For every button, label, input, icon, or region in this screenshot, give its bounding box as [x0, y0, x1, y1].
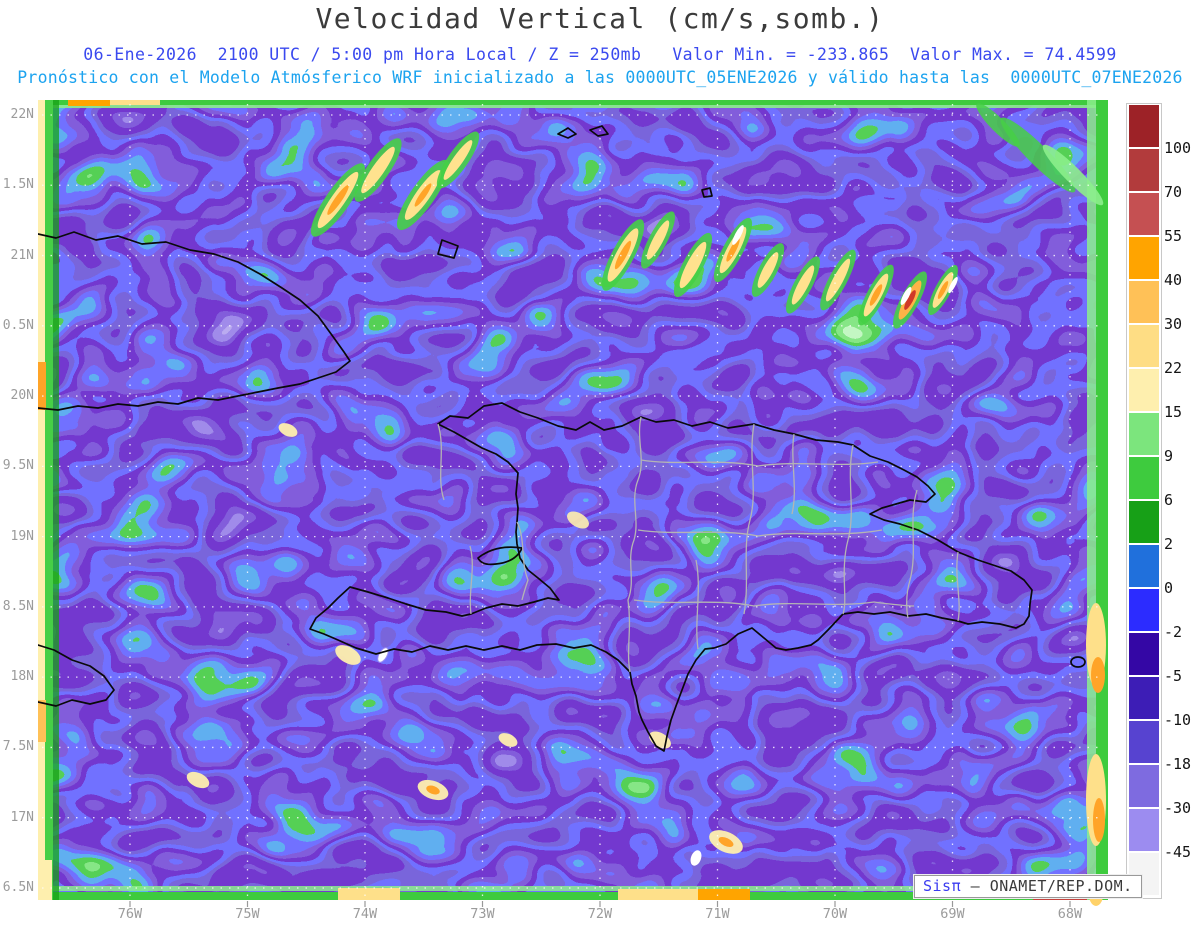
- lat-label: 1.5N: [2, 177, 34, 193]
- colorbar-segment: [1129, 413, 1159, 455]
- colorbar-segment: [1129, 501, 1159, 543]
- colorbar-label: 9: [1164, 447, 1174, 465]
- coastline-jamaica: [37, 644, 115, 707]
- coastline-mona-island: [1070, 656, 1086, 668]
- lat-label: 9.5N: [2, 458, 34, 474]
- lon-label: 69W: [940, 906, 965, 922]
- colorbar-segment: [1129, 193, 1159, 235]
- colorbar-segment: [1129, 457, 1159, 499]
- colorbar-segment: [1129, 809, 1159, 851]
- subtitle-valid-time: 06-Ene-2026 2100 UTC / 5:00 pm Hora Loca…: [83, 45, 1117, 64]
- axis-ticks: [129, 901, 1071, 907]
- colorbar-segment: [1129, 149, 1159, 191]
- lat-label: 7.5N: [2, 739, 34, 755]
- colorbar-segment: [1129, 281, 1159, 323]
- colorbar: [1126, 103, 1162, 899]
- colorbar-label: 22: [1164, 359, 1183, 377]
- field-noise: [38, 100, 1108, 900]
- coastline-inagua-island: [437, 239, 459, 259]
- lat-label: 19N: [10, 528, 34, 544]
- colorbar-segment: [1129, 545, 1159, 587]
- colorbar-segment: [1129, 589, 1159, 631]
- province-borders: [437, 416, 960, 673]
- map-plot-area: [37, 100, 1108, 912]
- colorbar-label: -18: [1164, 755, 1192, 773]
- colorbar-segment: [1129, 721, 1159, 763]
- colorbar-segment: [1129, 765, 1159, 807]
- page-title: Velocidad Vertical (cm/s,somb.): [315, 2, 885, 35]
- updraft-streaks: [186, 103, 1106, 906]
- lat-label: 22N: [10, 107, 34, 122]
- coastline-cuba: [37, 231, 351, 411]
- colorbar-segment: [1129, 105, 1159, 147]
- colorbar-label: -5: [1164, 667, 1183, 685]
- colorbar-label: 30: [1164, 315, 1183, 333]
- colorbar-label: 70: [1164, 183, 1183, 201]
- colorbar-label: -45: [1164, 843, 1192, 861]
- colorbar-segment: [1129, 237, 1159, 279]
- lon-label: 70W: [822, 906, 848, 922]
- lat-label: 17N: [10, 809, 34, 825]
- lon-label: 76W: [117, 906, 143, 922]
- attribution-text: – ONAMET/REP.DOM.: [970, 877, 1133, 895]
- coastline-turks-island: [701, 187, 713, 198]
- subtitle-model-info: Pronóstico con el Modelo Atmósferico WRF…: [17, 68, 1183, 87]
- boundary-strips: [38, 100, 1108, 900]
- colorbar-label: 100: [1164, 139, 1192, 157]
- lat-label: 20N: [10, 388, 34, 404]
- colorbar-label: -10: [1164, 711, 1192, 729]
- colorbar-label: 6: [1164, 491, 1174, 509]
- lat-label: 0.5N: [2, 317, 34, 333]
- lat-label: 6.5N: [2, 879, 34, 895]
- lon-label: 73W: [470, 906, 495, 922]
- coastline-gonave-island: [477, 546, 523, 566]
- lon-label: 74W: [352, 906, 378, 922]
- lon-label: 75W: [235, 906, 260, 922]
- lon-label: 68W: [1057, 906, 1083, 922]
- colorbar-segment: [1129, 369, 1159, 411]
- colorbar-segment: [1129, 633, 1159, 675]
- vertical-velocity-field: [37, 100, 1108, 907]
- attribution-brand: Sisπ: [923, 877, 962, 895]
- lon-label: 72W: [587, 906, 613, 922]
- colorbar-segment: [1129, 325, 1159, 367]
- coastline-caicos-islands: [557, 125, 609, 139]
- lat-label: 21N: [10, 247, 34, 263]
- colorbar-label: -2: [1164, 623, 1183, 641]
- colorbar-label: 0: [1164, 579, 1174, 597]
- colorbar-label: 40: [1164, 271, 1183, 289]
- lat-label: 8.5N: [2, 598, 34, 614]
- colorbar-segment: [1129, 677, 1159, 719]
- attribution-badge: Sisπ – ONAMET/REP.DOM.: [914, 875, 1142, 898]
- coastlines: [37, 125, 1086, 752]
- coastline-hispaniola: [309, 402, 1033, 752]
- colorbar-label: 55: [1164, 227, 1183, 245]
- colorbar-label: 2: [1164, 535, 1174, 553]
- lat-label: 18N: [10, 669, 34, 685]
- colorbar-label: 15: [1164, 403, 1183, 421]
- lon-label: 71W: [705, 906, 730, 922]
- colorbar-label: -30: [1164, 799, 1192, 817]
